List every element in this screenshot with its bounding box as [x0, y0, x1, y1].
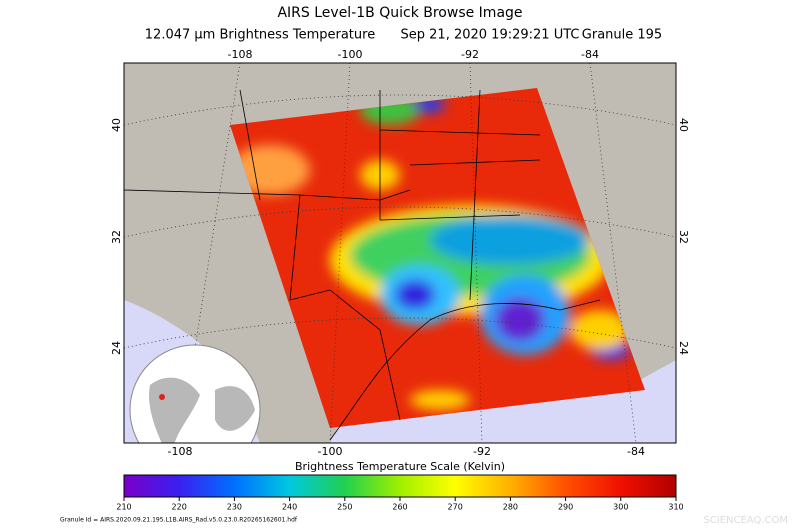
lat-label-right: 32	[677, 230, 690, 244]
lat-label-left: 24	[110, 341, 123, 355]
lon-label-top: -84	[581, 48, 599, 61]
colorbar-label: Brightness Temperature Scale (Kelvin)	[295, 460, 505, 473]
lat-label-left: 40	[110, 118, 123, 132]
title: AIRS Level-1B Quick Browse Image	[277, 5, 522, 21]
colorbar-tick-label: 220	[172, 503, 187, 512]
subtitle-granule: Granule 195	[582, 28, 662, 43]
colorbar-tick-label: 240	[282, 503, 297, 512]
lon-label-bottom: -100	[318, 445, 343, 458]
lat-label-right: 40	[677, 118, 690, 132]
lon-label-top: -100	[338, 48, 363, 61]
meridian	[469, 63, 483, 443]
colorbar-tick-label: 260	[392, 503, 407, 512]
subtitle-time: Sep 21, 2020 19:29:21 UTC	[401, 28, 580, 43]
lat-label-left: 32	[110, 230, 123, 244]
colorbar-tick-label: 230	[227, 503, 242, 512]
granule-id: Granule Id = AIRS.2020.09.21.195.L1B.AIR…	[60, 517, 298, 524]
colorbar-tick-label: 250	[337, 503, 352, 512]
colorbar-tick-label: 210	[116, 503, 131, 512]
lon-label-top: -92	[461, 48, 479, 61]
colorbar-tick-label: 300	[613, 503, 628, 512]
borders	[124, 89, 601, 441]
map-frame	[123, 62, 677, 444]
colorbar-tick-label: 270	[448, 503, 463, 512]
subtitle-product: 12.047 μm Brightness Temperature	[145, 28, 375, 43]
watermark: SCIENCEAQ.COM	[703, 515, 788, 526]
lon-label-bottom: -84	[627, 445, 645, 458]
lon-label-bottom: -92	[473, 445, 491, 458]
colorbar-tick-label: 280	[503, 503, 518, 512]
lon-label-bottom: -108	[168, 445, 193, 458]
swath	[230, 88, 645, 428]
colorbar-tick-label: 310	[668, 503, 683, 512]
inset-globe	[129, 344, 261, 443]
lat-label-right: 24	[677, 341, 690, 355]
map	[124, 63, 676, 443]
colorbar	[123, 474, 677, 498]
colorbar-tick-label: 290	[558, 503, 573, 512]
lon-label-top: -108	[228, 48, 253, 61]
